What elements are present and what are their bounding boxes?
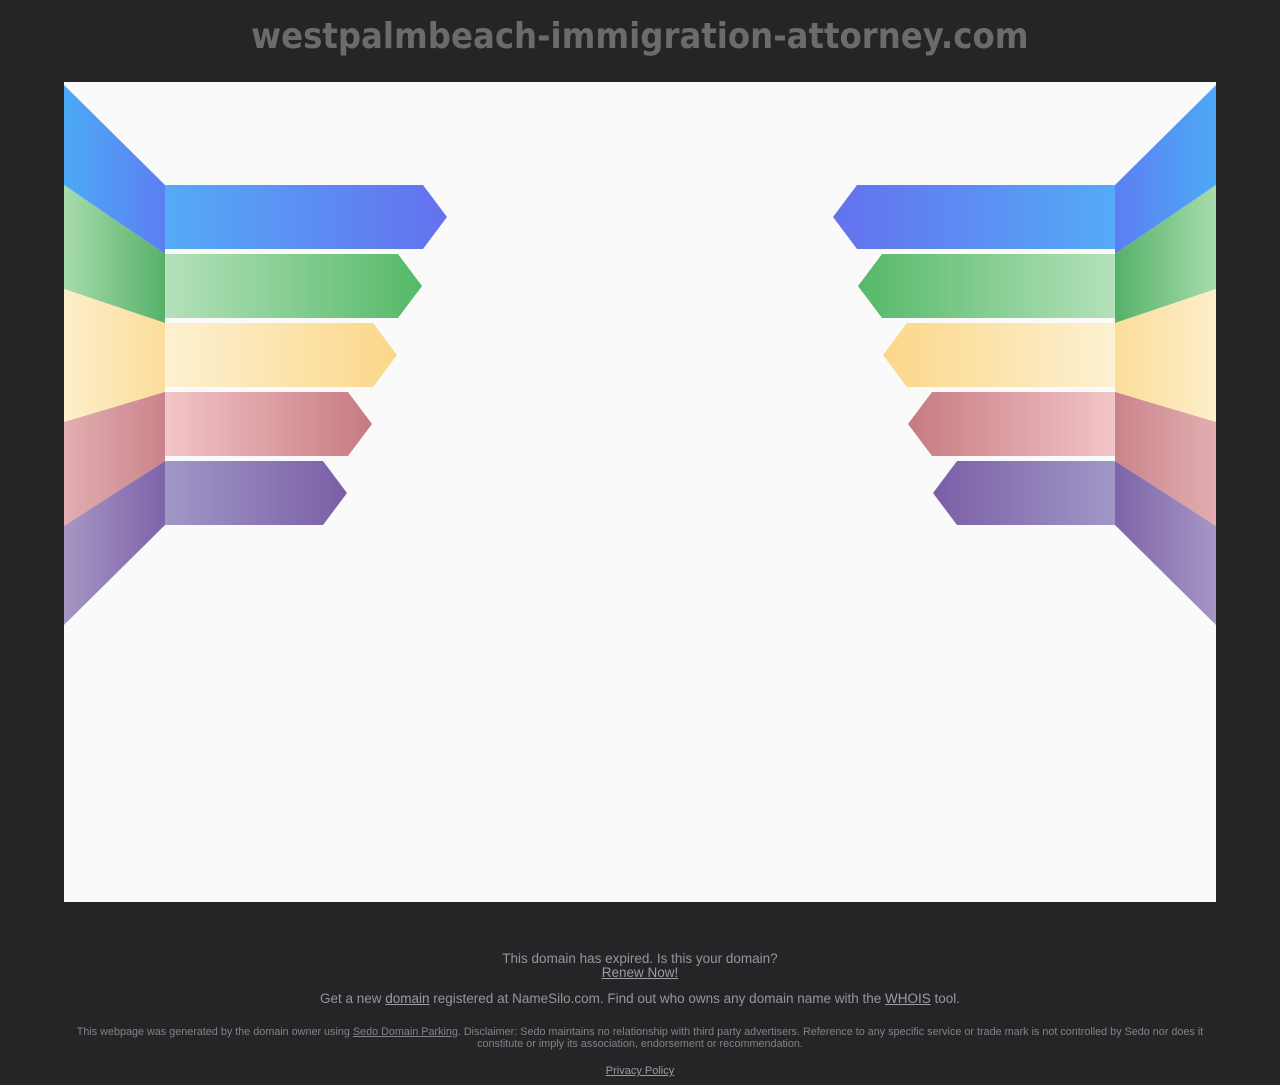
renew-now-link[interactable]: Renew Now! — [601, 965, 679, 980]
purple-ribbon-arrow — [933, 461, 1115, 525]
getnew-middle-text: registered at NameSilo.com. Find out who… — [429, 991, 886, 1006]
blue-ribbon-arrow — [833, 185, 1115, 249]
green-ribbon-fold — [64, 185, 165, 323]
red-ribbon-fold — [1115, 392, 1216, 526]
green-ribbon-arrow — [165, 254, 422, 318]
blue-ribbon-fold — [1115, 85, 1216, 254]
blue-ribbon-arrow — [165, 185, 447, 249]
red-ribbon-fold — [64, 392, 165, 526]
privacy-policy-link[interactable]: Privacy Policy — [605, 1065, 675, 1077]
purple-ribbon-fold — [64, 461, 165, 625]
blue-ribbon-fold — [64, 85, 165, 254]
getnew-suffix-text: tool. — [930, 991, 961, 1006]
expired-text: This domain has expired. Is this your do… — [502, 951, 778, 966]
left-ribbon-graphic — [64, 85, 447, 625]
green-ribbon-fold — [1115, 185, 1216, 323]
page-title: westpalmbeach-immigration-attorney.com — [251, 16, 1029, 57]
yellow-ribbon-arrow — [883, 323, 1115, 387]
disclaimer-suffix-text: . Disclaimer: Sedo maintains no relation… — [457, 1026, 1204, 1050]
get-new-domain-text: Get a new domain registered at NameSilo.… — [0, 991, 1280, 1006]
content-panel — [64, 82, 1216, 902]
whois-link[interactable]: WHOIS — [885, 991, 931, 1006]
disclaimer-prefix-text: This webpage was generated by the domain… — [76, 1026, 353, 1038]
green-ribbon-arrow — [858, 254, 1115, 318]
purple-ribbon-fold — [1115, 461, 1216, 625]
yellow-ribbon-fold — [64, 289, 165, 422]
getnew-prefix-text: Get a new — [319, 991, 386, 1006]
sedo-domain-parking-link[interactable]: Sedo Domain Parking — [352, 1026, 458, 1038]
yellow-ribbon-arrow — [165, 323, 397, 387]
site-header: westpalmbeach-immigration-attorney.com — [0, 0, 1280, 82]
purple-ribbon-arrow — [165, 461, 347, 525]
red-ribbon-arrow — [908, 392, 1115, 456]
yellow-ribbon-fold — [1115, 289, 1216, 422]
red-ribbon-arrow — [165, 392, 372, 456]
domain-link[interactable]: domain — [385, 991, 430, 1006]
footer: This domain has expired. Is this your do… — [0, 951, 1280, 1077]
disclaimer-text: This webpage was generated by the domain… — [61, 1026, 1219, 1050]
right-ribbon-graphic — [833, 85, 1216, 625]
